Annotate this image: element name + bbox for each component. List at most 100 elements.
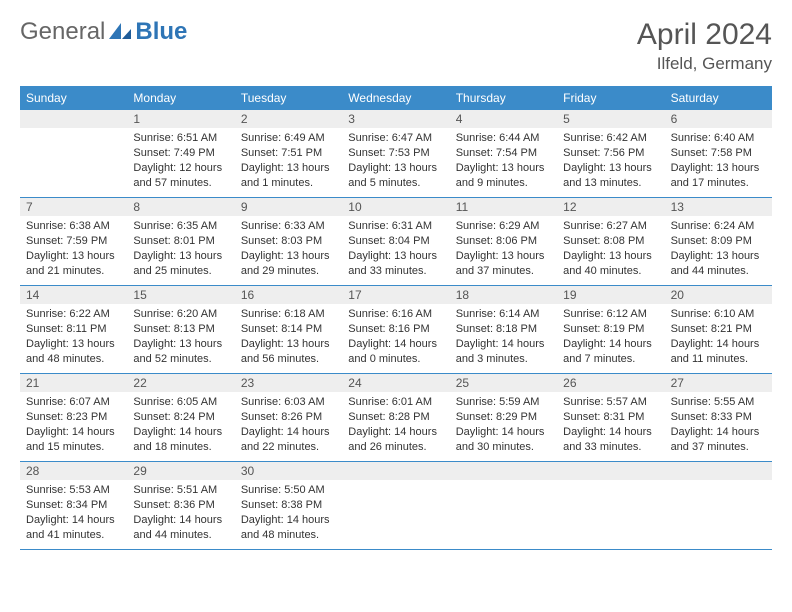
sunset-text: Sunset: 8:36 PM	[133, 498, 228, 513]
day-number: 30	[235, 462, 342, 480]
calendar-cell-empty	[665, 462, 772, 550]
day-number: 29	[127, 462, 234, 480]
weekday-header: Friday	[557, 86, 664, 110]
day-details: Sunrise: 6:14 AMSunset: 8:18 PMDaylight:…	[450, 304, 557, 372]
sunrise-text: Sunrise: 6:42 AM	[563, 131, 658, 146]
day-number	[450, 462, 557, 480]
calendar-cell: 21Sunrise: 6:07 AMSunset: 8:23 PMDayligh…	[20, 374, 127, 462]
calendar-cell: 6Sunrise: 6:40 AMSunset: 7:58 PMDaylight…	[665, 110, 772, 198]
day-details: Sunrise: 6:01 AMSunset: 8:28 PMDaylight:…	[342, 392, 449, 460]
sunset-text: Sunset: 7:58 PM	[671, 146, 766, 161]
sunset-text: Sunset: 7:51 PM	[241, 146, 336, 161]
daylight-text: Daylight: 14 hours and 18 minutes.	[133, 425, 228, 455]
sunrise-text: Sunrise: 5:59 AM	[456, 395, 551, 410]
calendar-cell: 18Sunrise: 6:14 AMSunset: 8:18 PMDayligh…	[450, 286, 557, 374]
sunrise-text: Sunrise: 6:33 AM	[241, 219, 336, 234]
day-number: 27	[665, 374, 772, 392]
daylight-text: Daylight: 13 hours and 37 minutes.	[456, 249, 551, 279]
daylight-text: Daylight: 14 hours and 11 minutes.	[671, 337, 766, 367]
sunrise-text: Sunrise: 6:35 AM	[133, 219, 228, 234]
sunset-text: Sunset: 8:06 PM	[456, 234, 551, 249]
day-details: Sunrise: 5:53 AMSunset: 8:34 PMDaylight:…	[20, 480, 127, 548]
sunrise-text: Sunrise: 6:44 AM	[456, 131, 551, 146]
day-number: 9	[235, 198, 342, 216]
daylight-text: Daylight: 14 hours and 41 minutes.	[26, 513, 121, 543]
day-details: Sunrise: 6:33 AMSunset: 8:03 PMDaylight:…	[235, 216, 342, 284]
calendar-cell: 27Sunrise: 5:55 AMSunset: 8:33 PMDayligh…	[665, 374, 772, 462]
sunrise-text: Sunrise: 6:05 AM	[133, 395, 228, 410]
sunrise-text: Sunrise: 6:38 AM	[26, 219, 121, 234]
sunset-text: Sunset: 7:49 PM	[133, 146, 228, 161]
day-details: Sunrise: 5:50 AMSunset: 8:38 PMDaylight:…	[235, 480, 342, 548]
day-number: 19	[557, 286, 664, 304]
calendar-cell-empty	[342, 462, 449, 550]
day-number: 28	[20, 462, 127, 480]
day-number: 17	[342, 286, 449, 304]
sunrise-text: Sunrise: 5:55 AM	[671, 395, 766, 410]
day-number	[665, 462, 772, 480]
day-number: 8	[127, 198, 234, 216]
calendar-cell: 20Sunrise: 6:10 AMSunset: 8:21 PMDayligh…	[665, 286, 772, 374]
daylight-text: Daylight: 13 hours and 21 minutes.	[26, 249, 121, 279]
daylight-text: Daylight: 14 hours and 37 minutes.	[671, 425, 766, 455]
calendar-grid: SundayMondayTuesdayWednesdayThursdayFrid…	[20, 86, 772, 550]
sunrise-text: Sunrise: 6:22 AM	[26, 307, 121, 322]
sunset-text: Sunset: 8:16 PM	[348, 322, 443, 337]
sunset-text: Sunset: 8:01 PM	[133, 234, 228, 249]
sunrise-text: Sunrise: 5:57 AM	[563, 395, 658, 410]
day-details: Sunrise: 6:49 AMSunset: 7:51 PMDaylight:…	[235, 128, 342, 196]
daylight-text: Daylight: 13 hours and 48 minutes.	[26, 337, 121, 367]
daylight-text: Daylight: 13 hours and 5 minutes.	[348, 161, 443, 191]
sunset-text: Sunset: 7:59 PM	[26, 234, 121, 249]
daylight-text: Daylight: 14 hours and 44 minutes.	[133, 513, 228, 543]
calendar-cell-empty	[557, 462, 664, 550]
day-details: Sunrise: 6:40 AMSunset: 7:58 PMDaylight:…	[665, 128, 772, 196]
day-number: 2	[235, 110, 342, 128]
sunset-text: Sunset: 8:09 PM	[671, 234, 766, 249]
calendar-cell: 14Sunrise: 6:22 AMSunset: 8:11 PMDayligh…	[20, 286, 127, 374]
daylight-text: Daylight: 13 hours and 13 minutes.	[563, 161, 658, 191]
calendar-cell: 15Sunrise: 6:20 AMSunset: 8:13 PMDayligh…	[127, 286, 234, 374]
day-number: 22	[127, 374, 234, 392]
calendar-cell: 16Sunrise: 6:18 AMSunset: 8:14 PMDayligh…	[235, 286, 342, 374]
logo: General Blue	[20, 18, 187, 46]
daylight-text: Daylight: 14 hours and 3 minutes.	[456, 337, 551, 367]
day-number: 21	[20, 374, 127, 392]
sunset-text: Sunset: 8:14 PM	[241, 322, 336, 337]
day-number: 20	[665, 286, 772, 304]
day-number: 4	[450, 110, 557, 128]
sunrise-text: Sunrise: 6:29 AM	[456, 219, 551, 234]
day-number: 1	[127, 110, 234, 128]
day-number: 5	[557, 110, 664, 128]
sunset-text: Sunset: 8:08 PM	[563, 234, 658, 249]
sunset-text: Sunset: 8:13 PM	[133, 322, 228, 337]
sunrise-text: Sunrise: 6:07 AM	[26, 395, 121, 410]
day-number: 10	[342, 198, 449, 216]
header: General Blue April 2024 Ilfeld, Germany	[20, 18, 772, 74]
calendar-cell: 17Sunrise: 6:16 AMSunset: 8:16 PMDayligh…	[342, 286, 449, 374]
calendar-cell: 10Sunrise: 6:31 AMSunset: 8:04 PMDayligh…	[342, 198, 449, 286]
weekday-header: Monday	[127, 86, 234, 110]
day-details: Sunrise: 5:57 AMSunset: 8:31 PMDaylight:…	[557, 392, 664, 460]
sunrise-text: Sunrise: 6:31 AM	[348, 219, 443, 234]
day-number: 12	[557, 198, 664, 216]
daylight-text: Daylight: 13 hours and 9 minutes.	[456, 161, 551, 191]
day-details: Sunrise: 5:55 AMSunset: 8:33 PMDaylight:…	[665, 392, 772, 460]
weekday-header: Thursday	[450, 86, 557, 110]
sunset-text: Sunset: 8:26 PM	[241, 410, 336, 425]
month-title: April 2024	[637, 18, 772, 52]
day-details: Sunrise: 6:38 AMSunset: 7:59 PMDaylight:…	[20, 216, 127, 284]
daylight-text: Daylight: 13 hours and 29 minutes.	[241, 249, 336, 279]
sunrise-text: Sunrise: 6:51 AM	[133, 131, 228, 146]
daylight-text: Daylight: 13 hours and 33 minutes.	[348, 249, 443, 279]
daylight-text: Daylight: 12 hours and 57 minutes.	[133, 161, 228, 191]
daylight-text: Daylight: 13 hours and 17 minutes.	[671, 161, 766, 191]
day-details: Sunrise: 6:35 AMSunset: 8:01 PMDaylight:…	[127, 216, 234, 284]
day-details: Sunrise: 6:27 AMSunset: 8:08 PMDaylight:…	[557, 216, 664, 284]
daylight-text: Daylight: 13 hours and 52 minutes.	[133, 337, 228, 367]
daylight-text: Daylight: 13 hours and 40 minutes.	[563, 249, 658, 279]
sunset-text: Sunset: 7:53 PM	[348, 146, 443, 161]
calendar-cell: 2Sunrise: 6:49 AMSunset: 7:51 PMDaylight…	[235, 110, 342, 198]
day-details: Sunrise: 6:29 AMSunset: 8:06 PMDaylight:…	[450, 216, 557, 284]
logo-sail-icon	[107, 21, 133, 44]
